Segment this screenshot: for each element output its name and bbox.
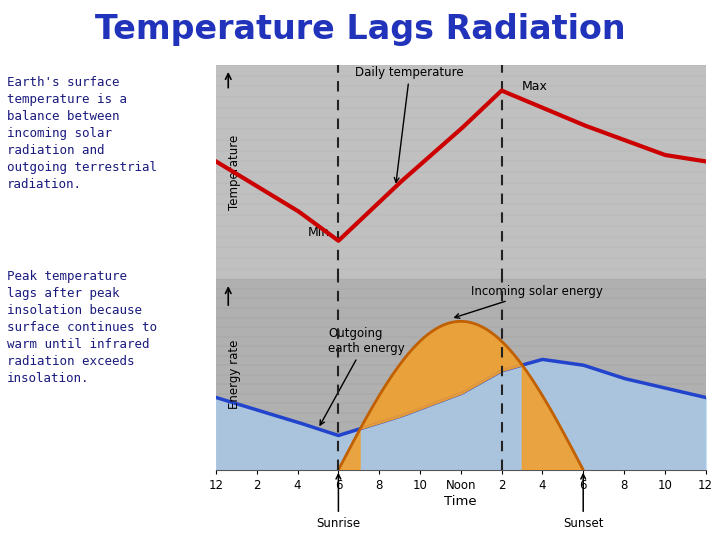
Text: Earth's surface
temperature is a
balance between
incoming solar
radiation and
ou: Earth's surface temperature is a balance… bbox=[7, 76, 157, 191]
Text: Peak temperature
lags after peak
insolation because
surface continues to
warm un: Peak temperature lags after peak insolat… bbox=[7, 270, 157, 385]
Text: Temperature Lags Radiation: Temperature Lags Radiation bbox=[95, 14, 625, 46]
Text: Max: Max bbox=[522, 80, 548, 93]
Text: Sunrise: Sunrise bbox=[316, 474, 361, 530]
Text: Sunset: Sunset bbox=[563, 474, 603, 530]
Text: Daily temperature: Daily temperature bbox=[356, 65, 464, 183]
X-axis label: Time: Time bbox=[444, 495, 477, 508]
Text: Temperature: Temperature bbox=[228, 134, 241, 210]
Text: Energy rate: Energy rate bbox=[228, 340, 241, 409]
Text: Outgoing
earth energy: Outgoing earth energy bbox=[320, 327, 405, 425]
Text: Min: Min bbox=[308, 226, 330, 239]
Text: Incoming solar energy: Incoming solar energy bbox=[455, 285, 603, 318]
